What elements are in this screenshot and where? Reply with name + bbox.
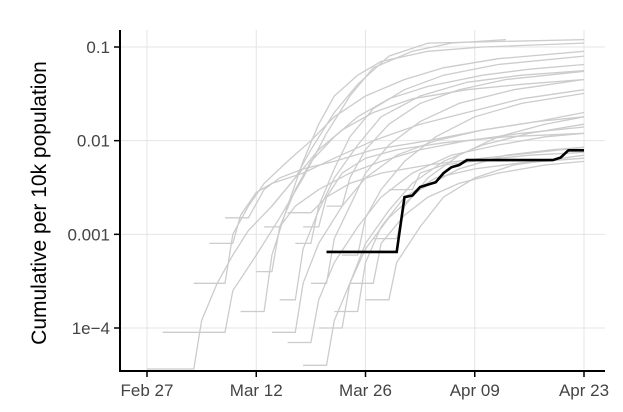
background-series-line bbox=[303, 132, 585, 228]
background-series-line bbox=[209, 89, 585, 245]
background-series-line bbox=[256, 63, 585, 273]
background-series-line bbox=[264, 126, 585, 228]
background-series-line bbox=[365, 154, 585, 301]
y-tick-label: 0.001 bbox=[67, 225, 110, 244]
x-tick-labels: Feb 27 Mar 12 Mar 26 Apr 09 Apr 23 bbox=[121, 381, 610, 400]
background-series-line bbox=[240, 42, 585, 313]
highlighted-series bbox=[326, 149, 584, 254]
background-series-line bbox=[287, 132, 585, 344]
background-series-line bbox=[373, 116, 585, 240]
background-series-line bbox=[279, 69, 585, 301]
background-series-line bbox=[287, 146, 585, 214]
y-tick-label: 0.1 bbox=[86, 38, 110, 57]
background-series-line bbox=[303, 146, 585, 366]
x-tick-label: Mar 12 bbox=[230, 381, 283, 400]
background-series-line bbox=[349, 160, 585, 284]
y-tick-label: 0.01 bbox=[77, 132, 110, 151]
background-series-line bbox=[193, 50, 585, 284]
y-tick-label: 1e−4 bbox=[72, 319, 110, 338]
highlighted-series-line bbox=[326, 149, 584, 254]
background-series-line bbox=[295, 55, 585, 245]
y-tick-labels: 1e−4 0.001 0.01 0.1 bbox=[67, 38, 110, 338]
background-series-line bbox=[162, 38, 507, 333]
background-series-line bbox=[326, 70, 585, 207]
x-tick-label: Apr 09 bbox=[450, 381, 500, 400]
gridlines bbox=[120, 30, 605, 371]
background-series-line bbox=[388, 151, 585, 191]
background-series-lines bbox=[147, 38, 585, 370]
axes bbox=[114, 30, 605, 377]
x-tick-label: Feb 27 bbox=[121, 381, 174, 400]
background-series-line bbox=[310, 78, 585, 284]
x-tick-label: Apr 23 bbox=[559, 381, 609, 400]
background-series-line bbox=[318, 123, 585, 329]
background-series-line bbox=[271, 78, 585, 207]
background-series-line bbox=[342, 92, 585, 256]
y-axis-label: Cumulative per 10k population bbox=[28, 61, 51, 345]
x-tick-label: Mar 26 bbox=[339, 381, 392, 400]
